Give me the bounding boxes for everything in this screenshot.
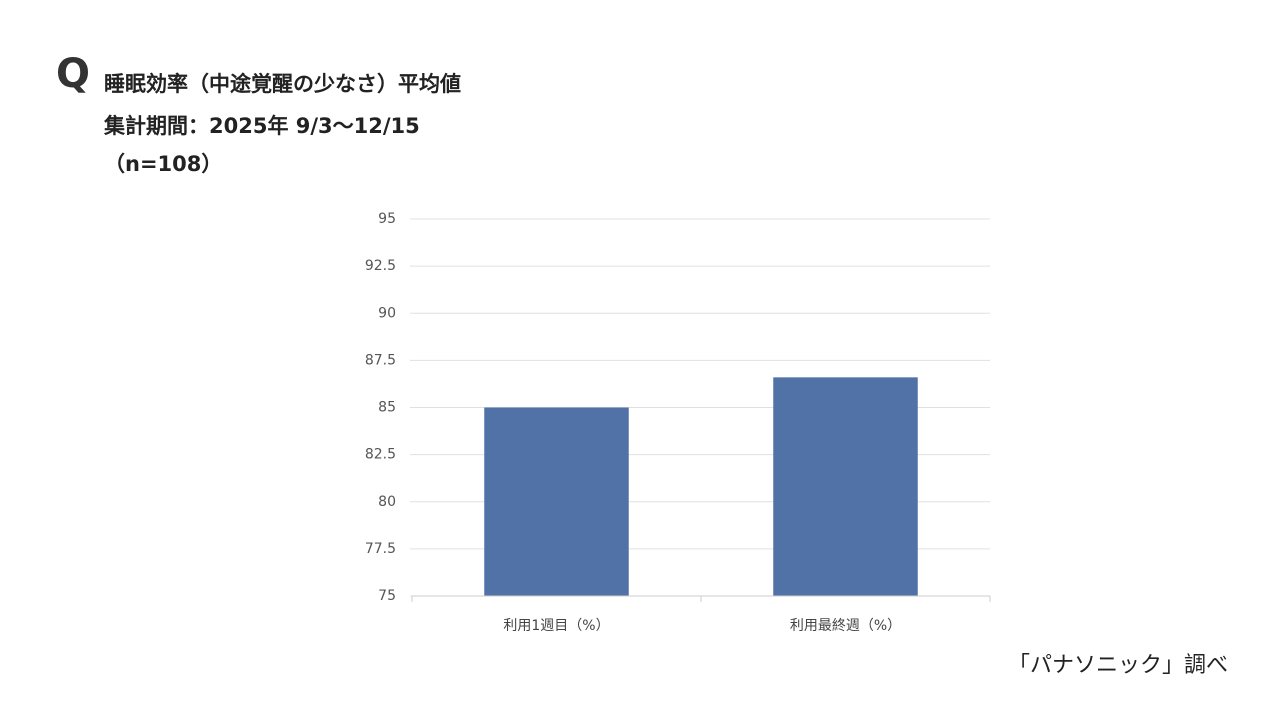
chart-subtitle: 集計期間：2025年 9/3〜12/15: [103, 114, 420, 138]
y-tick-label: 90: [378, 305, 396, 321]
y-tick-label: 75: [378, 588, 396, 604]
y-tick-label: 80: [378, 494, 396, 510]
source: 「パナソニック」調べ: [1008, 653, 1228, 678]
chart-title: 睡眠効率（中途覚醒の少なさ）平均値: [104, 72, 461, 96]
y-tick-label: 95: [378, 211, 396, 227]
sample-size: （n=108）: [104, 152, 222, 176]
y-tick-label: 77.5: [365, 541, 396, 557]
y-tick-label: 85: [378, 400, 396, 416]
y-tick-label: 87.5: [365, 352, 396, 368]
y-tick-label: 92.5: [365, 258, 396, 274]
bar: [484, 407, 629, 596]
bar: [773, 377, 918, 596]
y-tick-label: 82.5: [365, 447, 396, 463]
q-mark: Q: [56, 51, 90, 97]
x-tick-label: 利用1週目（%）: [503, 618, 609, 634]
x-tick-label: 利用最終週（%）: [790, 618, 901, 634]
